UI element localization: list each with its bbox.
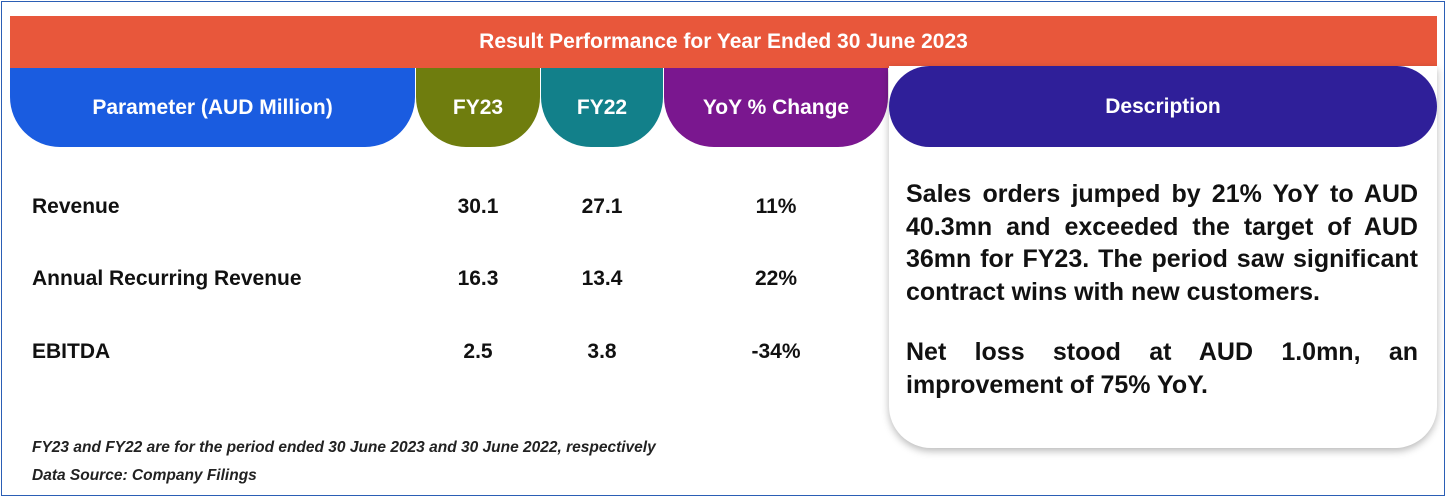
header-yoy-change: YoY % Change bbox=[664, 68, 888, 147]
table-row-ebitda: EBITDA 2.5 3.8 -34% bbox=[0, 332, 880, 372]
row-parameter: EBITDA bbox=[32, 340, 111, 363]
row-yoy-value: -34% bbox=[751, 340, 801, 363]
row-fy23-value: 30.1 bbox=[457, 195, 499, 218]
description-text: Sales orders jumped by 21% YoY to AUD 40… bbox=[906, 178, 1418, 429]
header-fy22: FY22 bbox=[541, 68, 663, 147]
row-parameter: Annual Recurring Revenue bbox=[32, 267, 302, 290]
row-fy22-value: 27.1 bbox=[581, 195, 623, 218]
header-fy23: FY23 bbox=[416, 68, 540, 147]
header-description: Description bbox=[889, 66, 1437, 147]
row-fy23-value: 16.3 bbox=[457, 267, 499, 290]
footnote-period: FY23 and FY22 are for the period ended 3… bbox=[32, 439, 656, 456]
row-yoy-value: 11% bbox=[755, 195, 797, 218]
description-paragraph-net-loss: Net loss stood at AUD 1.0mn, an improvem… bbox=[906, 338, 1418, 399]
row-parameter: Revenue bbox=[32, 195, 120, 218]
table-title: Result Performance for Year Ended 30 Jun… bbox=[10, 16, 1437, 68]
row-yoy-value: 22% bbox=[754, 267, 798, 290]
table-row-arr: Annual Recurring Revenue 16.3 13.4 22% bbox=[0, 259, 880, 299]
table-row-revenue: Revenue 30.1 27.1 11% bbox=[0, 187, 880, 227]
footnote-source: Data Source: Company Filings bbox=[32, 467, 257, 484]
header-parameter: Parameter (AUD Million) bbox=[10, 68, 415, 147]
row-fy22-value: 3.8 bbox=[587, 340, 617, 363]
row-fy22-value: 13.4 bbox=[581, 267, 623, 290]
row-fy23-value: 2.5 bbox=[463, 340, 493, 363]
description-paragraph-sales: Sales orders jumped by 21% YoY to AUD 40… bbox=[906, 180, 1418, 306]
